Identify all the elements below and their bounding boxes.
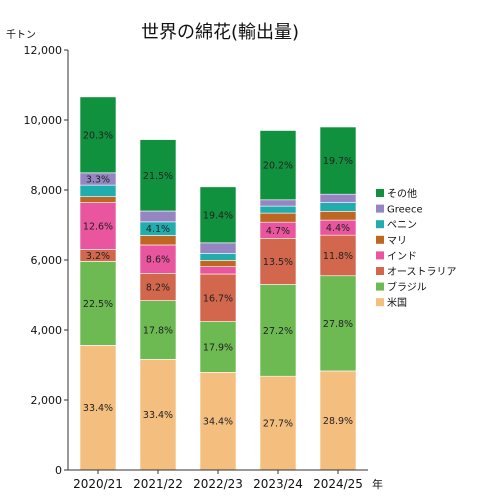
bar-segment — [139, 300, 177, 360]
chart-title: 世界の綿花(輸出量) — [141, 22, 299, 43]
y-axis-label: 千トン — [6, 29, 36, 41]
bar-data-label: 17.9% — [203, 342, 233, 353]
bar-segment — [199, 266, 237, 275]
bar-data-label: 17.8% — [143, 326, 173, 337]
bar-data-label: 20.3% — [83, 130, 113, 141]
bar-segment — [199, 372, 237, 471]
bars — [79, 96, 357, 471]
legend-label: オーストラリア — [387, 266, 457, 278]
axes — [67, 50, 368, 471]
bar-data-label: 8.2% — [146, 282, 170, 293]
bar-data-label: 4.4% — [326, 223, 350, 234]
legend-swatch — [376, 282, 384, 291]
bar-segment — [199, 253, 237, 261]
bar-segment — [319, 211, 357, 221]
bar-segment — [259, 130, 297, 201]
legend-label: インド — [387, 251, 417, 262]
bar-segment — [319, 202, 357, 212]
bar-segment — [199, 260, 237, 267]
bar-segment — [79, 184, 117, 197]
bar-segment — [319, 275, 357, 372]
bar-segment — [79, 261, 117, 346]
y-tick-label: 4,000 — [31, 324, 63, 337]
bar-data-label: 16.7% — [203, 293, 233, 304]
bar-data-label: 27.7% — [263, 419, 293, 430]
x-axis-unit: 年 — [372, 477, 383, 491]
bar-data-label: 3.2% — [86, 251, 110, 262]
legend-label: その他 — [387, 187, 417, 200]
bar-data-label: 4.7% — [266, 226, 290, 237]
bar-data-label: 8.6% — [146, 255, 170, 266]
legend-label: マリ — [387, 236, 407, 247]
bar-data-label: 27.2% — [263, 326, 293, 337]
bar-data-label: 34.4% — [203, 417, 233, 428]
bar-segment — [319, 126, 357, 195]
x-tick-label: 2022/23 — [193, 477, 243, 491]
y-tick-label: 6,000 — [31, 254, 63, 267]
bar-data-label: 11.8% — [323, 251, 353, 262]
legend-swatch — [376, 235, 384, 244]
bar-segment — [199, 242, 237, 254]
x-tick-label: 2023/24 — [253, 477, 303, 491]
bar-segment — [319, 234, 357, 277]
bar-segment — [199, 186, 237, 244]
legend-swatch — [376, 267, 384, 275]
bar-data-label: 19.4% — [203, 210, 233, 221]
legend-swatch — [376, 204, 384, 213]
bar-data-label: 21.5% — [143, 171, 173, 182]
bar-labels: 33.4% 22.5% 3.2% 12.6% 3.3% 20.3% 33.4% 17.8% 8.… — [83, 130, 353, 429]
bar-data-label: 33.4% — [143, 410, 173, 421]
x-tick-label: 2024/25 — [313, 477, 363, 491]
y-axis-ticks: 0 2,000 4,000 6,000 8,000 10,000 12,000 — [24, 44, 68, 477]
bar-segment — [139, 272, 177, 301]
bar-data-label: 33.4% — [83, 403, 113, 414]
bar-segment — [139, 139, 177, 212]
legend-swatch — [376, 298, 384, 307]
legend-label: 米国 — [387, 296, 407, 309]
legend-swatch — [376, 220, 384, 229]
bar-segment — [199, 273, 237, 322]
bar-segment — [79, 196, 117, 203]
bar-segment — [259, 199, 297, 207]
bar-segment — [259, 205, 297, 214]
bar-segment — [139, 210, 177, 223]
bar-data-label: 28.9% — [323, 416, 353, 427]
legend-swatch — [376, 251, 384, 260]
bar-data-label: 19.7% — [323, 156, 353, 167]
bar-segment — [139, 235, 177, 246]
legend-swatch — [376, 189, 384, 197]
y-tick-label: 8,000 — [31, 184, 63, 197]
bar-data-label: 3.3% — [86, 174, 110, 185]
bar-data-label: 13.5% — [263, 257, 293, 268]
bar-segment — [199, 321, 237, 373]
bar-data-label: 12.6% — [83, 222, 113, 233]
bar-data-label: 27.8% — [323, 319, 353, 330]
x-tick-label: 2021/22 — [133, 477, 183, 491]
bar-segment — [79, 96, 117, 174]
bar-segment — [259, 284, 297, 377]
bar-data-label: 22.5% — [83, 299, 113, 310]
bar-segment — [319, 370, 357, 471]
bar-segment — [79, 202, 117, 250]
bar-segment — [139, 359, 177, 471]
bar-data-label: 20.2% — [263, 161, 293, 172]
legend-label: Greece — [387, 205, 423, 216]
legend-label: ペニン — [387, 220, 417, 231]
y-tick-label: 2,000 — [31, 394, 63, 407]
legend-label: ブラジル — [387, 281, 427, 294]
y-tick-label: 12,000 — [24, 44, 63, 57]
x-tick-label: 2020/21 — [73, 477, 123, 491]
bar-segment — [259, 212, 297, 223]
y-tick-label: 10,000 — [24, 114, 63, 127]
bar-segment — [259, 375, 297, 471]
bar-segment — [319, 193, 357, 203]
bar-data-label: 4.1% — [146, 224, 170, 235]
x-axis-ticks: 2020/21 2021/22 2022/23 2023/24 2024/25 — [73, 470, 363, 491]
y-tick-label: 0 — [55, 464, 62, 477]
